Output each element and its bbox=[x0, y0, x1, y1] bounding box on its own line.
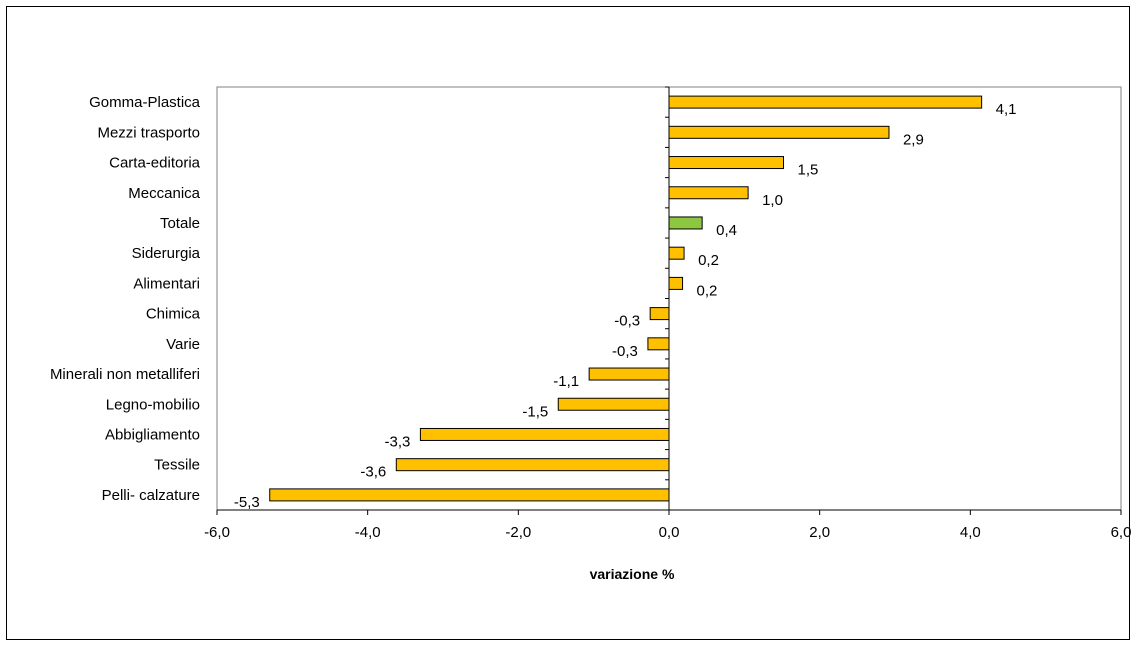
category-label: Meccanica bbox=[128, 185, 200, 202]
value-label: -5,3 bbox=[234, 494, 260, 511]
bar bbox=[668, 125, 890, 139]
value-label: 4,1 bbox=[996, 101, 1017, 118]
value-label: 0,2 bbox=[698, 252, 719, 269]
category-label: Abbigliamento bbox=[105, 426, 200, 443]
value-label: 0,2 bbox=[697, 282, 718, 299]
value-label: -3,3 bbox=[385, 433, 411, 450]
x-tick-label: -6,0 bbox=[204, 524, 230, 541]
category-label: Totale bbox=[160, 215, 200, 232]
bar bbox=[649, 307, 670, 321]
category-label: Minerali non metalliferi bbox=[50, 366, 200, 383]
value-label: -0,3 bbox=[612, 343, 638, 360]
category-label: Mezzi trasporto bbox=[97, 124, 200, 141]
category-label: Alimentari bbox=[133, 275, 200, 292]
value-label: 0,4 bbox=[716, 222, 737, 239]
value-label: 2,9 bbox=[903, 131, 924, 148]
x-tick-label: -4,0 bbox=[355, 524, 381, 541]
x-axis-title: variazione % bbox=[590, 566, 675, 582]
axes-group: -6,0 -4,0 -2,0 0,0 2,0 4,0 6,0 bbox=[204, 86, 1132, 541]
value-label: -3,6 bbox=[360, 464, 386, 481]
category-label: Chimica bbox=[146, 306, 201, 323]
bar bbox=[668, 186, 749, 200]
value-label: -1,5 bbox=[522, 403, 548, 420]
category-label: Gomma-Plastica bbox=[89, 94, 201, 111]
x-tick-label: 2,0 bbox=[809, 524, 830, 541]
category-label: Varie bbox=[166, 336, 200, 353]
x-tick-label: 4,0 bbox=[960, 524, 981, 541]
value-label: -0,3 bbox=[614, 313, 640, 330]
bar bbox=[668, 276, 684, 290]
x-tick-label: 0,0 bbox=[659, 524, 680, 541]
category-label: Legno-mobilio bbox=[106, 396, 200, 413]
bars-group bbox=[269, 95, 983, 502]
bar bbox=[419, 427, 670, 441]
bar bbox=[395, 458, 670, 472]
value-label: 1,5 bbox=[798, 162, 819, 179]
x-tick-label: -2,0 bbox=[505, 524, 531, 541]
category-label: Tessile bbox=[154, 457, 200, 474]
bar bbox=[668, 156, 785, 170]
x-tick-label: 6,0 bbox=[1111, 524, 1132, 541]
category-labels: Gomma-Plastica Mezzi trasporto Carta-edito… bbox=[50, 94, 201, 504]
bar bbox=[269, 488, 670, 502]
value-label: -1,1 bbox=[553, 373, 579, 390]
bar bbox=[668, 246, 685, 260]
bar bbox=[647, 337, 670, 351]
bar bbox=[668, 95, 983, 109]
value-labels: 4,1 2,9 1,5 1,0 0,4 0,2 0,2 -0,3 -0,3 -1,1 -1,5 -3,… bbox=[234, 101, 1017, 511]
bar bbox=[557, 397, 670, 411]
category-label: Siderurgia bbox=[132, 245, 201, 262]
value-label: 1,0 bbox=[762, 192, 783, 209]
category-label: Carta-editoria bbox=[109, 155, 201, 172]
bar bbox=[668, 216, 703, 230]
category-label: Pelli- calzature bbox=[102, 487, 200, 504]
bar bbox=[588, 367, 670, 381]
